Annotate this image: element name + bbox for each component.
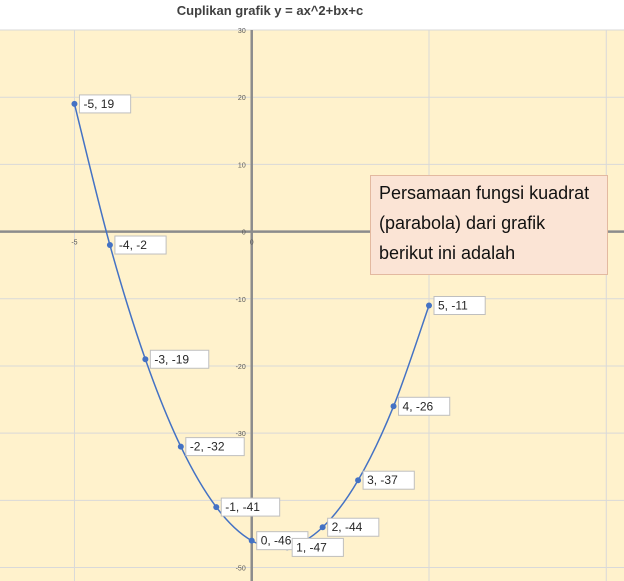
chart-title: Cuplikan grafik y = ax^2+bx+c (176, 3, 364, 18)
y-tick-label: -30 (236, 431, 246, 438)
data-point (106, 242, 113, 249)
data-label-box (114, 235, 167, 255)
y-tick-label: 0 (242, 230, 246, 237)
data-label: 5, -11 (433, 296, 486, 315)
y-tick-label: 20 (238, 95, 246, 102)
data-label: -1, -41 (220, 497, 281, 517)
data-label-box (149, 349, 210, 369)
data-label-box (433, 296, 486, 315)
data-label-box (220, 497, 281, 517)
data-label-box (185, 437, 245, 457)
data-label-text: 0, -46 (261, 534, 292, 548)
series-line (73, 103, 430, 549)
y-tick-label: 10 (238, 162, 246, 169)
data-label: -3, -19 (149, 349, 210, 369)
data-label-text: -4, -2 (119, 238, 147, 252)
data-label-text: 3, -37 (367, 473, 398, 487)
plot-area (0, 30, 624, 581)
data-point (71, 100, 78, 107)
data-label: 3, -37 (362, 470, 415, 490)
data-point (248, 537, 255, 544)
data-label-box (327, 517, 380, 537)
data-label-text: -1, -41 (225, 500, 260, 514)
data-label-box (362, 470, 415, 490)
y-tick-label: -10 (236, 297, 246, 304)
data-label: -4, -2 (114, 235, 167, 255)
data-point (319, 524, 326, 531)
y-tick-label: 30 (238, 28, 246, 35)
data-point (142, 356, 149, 363)
data-label: 2, -44 (327, 517, 380, 537)
data-label-text: -5, 19 (83, 97, 114, 111)
data-point (426, 302, 432, 309)
data-label-box (78, 94, 132, 114)
data-label-text: 5, -11 (438, 299, 468, 313)
data-label-text: 1, -47 (296, 540, 327, 554)
data-label: 4, -26 (398, 396, 451, 416)
data-point (390, 403, 397, 410)
x-tick-label: 0 (250, 240, 254, 247)
y-tick-label: -20 (236, 364, 246, 371)
data-label-text: -2, -32 (190, 440, 225, 454)
data-label-text: -3, -19 (154, 352, 189, 366)
data-labels: -5, 19 -4, -2 -3, -19 -2, -32 -1, -41 0, -46 1… (78, 94, 486, 557)
data-points (71, 100, 432, 551)
y-tick-label: -50 (236, 566, 246, 573)
data-label: -5, 19 (78, 94, 132, 114)
question-annotation: Persamaan fungsi kuadrat (parabola) dari… (370, 175, 608, 275)
data-label-box (291, 537, 344, 557)
data-point (177, 443, 184, 450)
data-point (213, 504, 220, 511)
x-tick-label: -5 (71, 240, 77, 247)
data-label-text: 4, -26 (403, 399, 434, 413)
data-label-box (398, 396, 451, 416)
data-label-text: 2, -44 (332, 520, 363, 534)
data-label: 1, -47 (291, 537, 344, 557)
data-label: -2, -32 (185, 437, 245, 457)
data-point (355, 477, 362, 484)
